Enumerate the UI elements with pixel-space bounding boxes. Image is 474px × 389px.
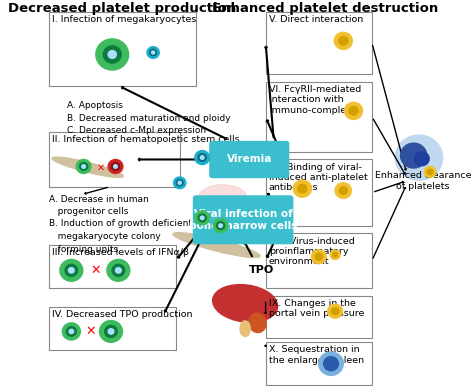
- Circle shape: [424, 166, 436, 177]
- Circle shape: [68, 268, 74, 273]
- Circle shape: [152, 51, 155, 54]
- Circle shape: [116, 268, 121, 273]
- Text: II. Infection of hematopoietic stem cells: II. Infection of hematopoietic stem cell…: [52, 135, 240, 144]
- Circle shape: [147, 47, 159, 58]
- Text: Viremia: Viremia: [227, 154, 272, 165]
- Circle shape: [82, 165, 85, 168]
- Circle shape: [345, 102, 363, 119]
- Circle shape: [331, 308, 339, 315]
- Text: ✕: ✕: [97, 162, 105, 172]
- Ellipse shape: [249, 313, 266, 333]
- Circle shape: [213, 219, 228, 233]
- Circle shape: [150, 49, 156, 56]
- Text: Enhanced platelet destruction: Enhanced platelet destruction: [212, 2, 438, 15]
- Circle shape: [298, 184, 307, 193]
- Circle shape: [333, 252, 337, 257]
- Circle shape: [328, 304, 343, 318]
- Text: ✕: ✕: [85, 325, 96, 338]
- Circle shape: [66, 327, 76, 336]
- Circle shape: [201, 216, 204, 219]
- Circle shape: [217, 222, 225, 230]
- Ellipse shape: [173, 233, 260, 258]
- Circle shape: [339, 37, 348, 45]
- FancyBboxPatch shape: [265, 12, 372, 74]
- Circle shape: [198, 154, 206, 161]
- Text: ✕: ✕: [90, 264, 100, 277]
- Circle shape: [103, 46, 121, 63]
- FancyBboxPatch shape: [265, 296, 372, 338]
- Circle shape: [315, 253, 322, 260]
- Circle shape: [60, 259, 83, 281]
- Ellipse shape: [213, 285, 278, 322]
- Circle shape: [100, 321, 122, 342]
- Circle shape: [105, 326, 117, 337]
- Circle shape: [293, 180, 311, 197]
- Circle shape: [219, 224, 222, 227]
- FancyBboxPatch shape: [193, 195, 293, 244]
- Circle shape: [108, 159, 123, 173]
- Text: VIII. Virus-induced
proinflammatory
environment: VIII. Virus-induced proinflammatory envi…: [269, 237, 355, 266]
- Circle shape: [311, 250, 326, 264]
- Circle shape: [107, 259, 130, 281]
- FancyBboxPatch shape: [49, 12, 196, 86]
- Text: TPO: TPO: [249, 265, 274, 275]
- Circle shape: [201, 156, 204, 159]
- FancyBboxPatch shape: [49, 307, 175, 350]
- Circle shape: [76, 159, 91, 173]
- Circle shape: [65, 265, 78, 276]
- Text: Decreased platelet production: Decreased platelet production: [9, 2, 237, 15]
- Circle shape: [173, 177, 186, 189]
- Circle shape: [335, 183, 352, 198]
- Circle shape: [108, 51, 116, 58]
- Text: VI. FcγRII-mediated
interaction with
immuno-complexes: VI. FcγRII-mediated interaction with imm…: [269, 85, 362, 115]
- Ellipse shape: [198, 185, 247, 212]
- Ellipse shape: [240, 321, 250, 336]
- Circle shape: [427, 169, 433, 175]
- Text: X. Sequestration in
the enlarged spleen: X. Sequestration in the enlarged spleen: [269, 345, 364, 365]
- Circle shape: [112, 265, 125, 276]
- Text: IV. Decreased TPO production: IV. Decreased TPO production: [52, 310, 192, 319]
- Circle shape: [334, 32, 352, 49]
- FancyBboxPatch shape: [265, 82, 372, 152]
- Circle shape: [195, 211, 210, 225]
- Text: Viral infection of
bone marrow cells: Viral infection of bone marrow cells: [189, 209, 297, 231]
- Circle shape: [198, 214, 206, 222]
- Text: VII. Binding of viral-
induced anti-platelet
antibodies: VII. Binding of viral- induced anti-plat…: [269, 163, 368, 193]
- FancyBboxPatch shape: [49, 245, 175, 288]
- Circle shape: [62, 323, 80, 340]
- Text: IX. Changes in the
portal vein pressure: IX. Changes in the portal vein pressure: [269, 299, 364, 318]
- Circle shape: [96, 39, 128, 70]
- Text: III. Increased levels of IFNα/β: III. Increased levels of IFNα/β: [52, 248, 189, 257]
- Circle shape: [111, 163, 119, 170]
- Circle shape: [319, 352, 343, 375]
- Circle shape: [414, 152, 429, 166]
- Circle shape: [176, 180, 183, 186]
- Text: A. Apoptosis
B. Decreased maturation and ploidy
C. Decreased c-Mpl expression: A. Apoptosis B. Decreased maturation and…: [67, 101, 231, 135]
- FancyBboxPatch shape: [265, 342, 372, 385]
- Circle shape: [330, 250, 340, 259]
- Circle shape: [178, 181, 181, 184]
- Ellipse shape: [52, 157, 123, 177]
- Text: V. Direct interaction: V. Direct interaction: [269, 15, 363, 24]
- FancyBboxPatch shape: [265, 159, 372, 226]
- FancyBboxPatch shape: [209, 141, 289, 178]
- Text: Enhanced clearance
of platelets: Enhanced clearance of platelets: [375, 171, 471, 191]
- FancyBboxPatch shape: [49, 132, 180, 187]
- Circle shape: [69, 329, 73, 334]
- Circle shape: [195, 151, 210, 165]
- Text: I. Infection of megakaryocytes: I. Infection of megakaryocytes: [52, 15, 197, 24]
- FancyBboxPatch shape: [265, 233, 372, 288]
- Circle shape: [324, 357, 338, 371]
- Circle shape: [401, 143, 427, 168]
- Circle shape: [80, 163, 88, 170]
- Circle shape: [339, 187, 347, 194]
- Circle shape: [349, 107, 358, 115]
- Circle shape: [395, 135, 443, 180]
- Circle shape: [114, 165, 118, 168]
- Text: A. Decrease in human
   progenitor cells
B. Induction of growth deficient
   meg: A. Decrease in human progenitor cells B.…: [49, 194, 192, 254]
- Circle shape: [108, 329, 114, 334]
